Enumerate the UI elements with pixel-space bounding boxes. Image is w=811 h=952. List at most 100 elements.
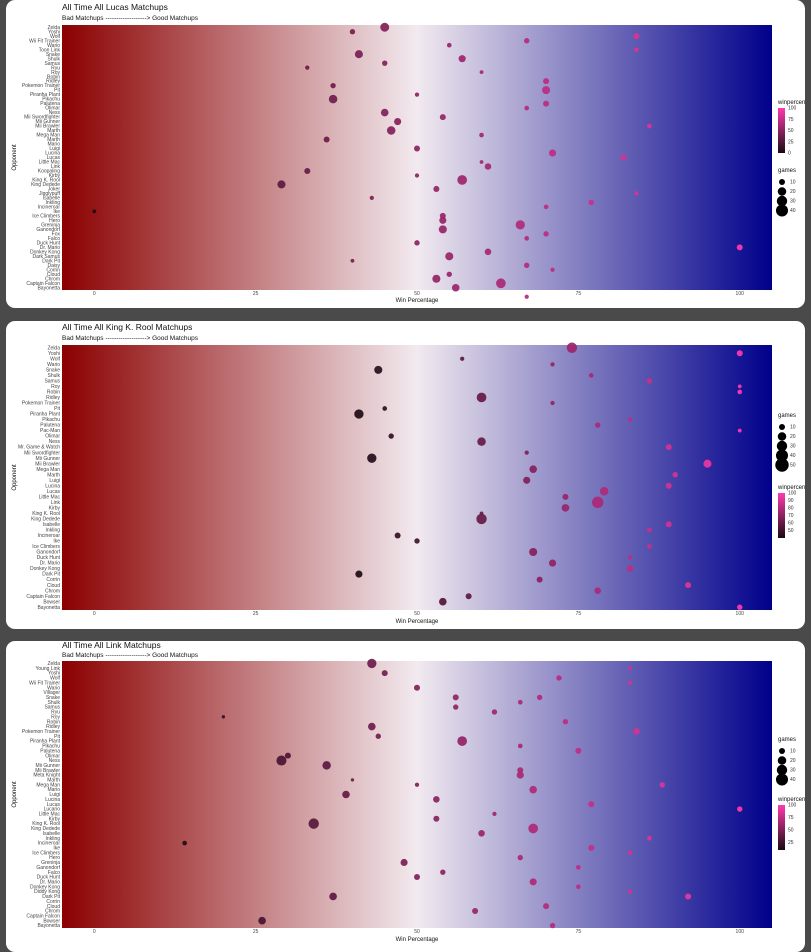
matchup-point bbox=[536, 576, 543, 583]
matchup-point bbox=[451, 283, 460, 292]
size-legend-label: 10 bbox=[790, 180, 796, 186]
size-legend-label: 30 bbox=[790, 199, 796, 205]
matchup-point bbox=[561, 504, 570, 512]
matchup-point bbox=[465, 593, 472, 600]
matchup-point bbox=[284, 752, 291, 759]
matchup-point bbox=[182, 840, 187, 846]
size-legend-title: games bbox=[778, 737, 796, 743]
matchup-point bbox=[394, 118, 402, 126]
matchup-point bbox=[566, 342, 578, 353]
matchup-point bbox=[400, 858, 408, 867]
y-tick-label: Marth bbox=[47, 128, 60, 134]
y-tick-label: King Dedede bbox=[31, 826, 60, 832]
y-tick-label: Marth bbox=[47, 778, 60, 784]
y-tick-label: Wario bbox=[47, 362, 60, 368]
y-tick-label: Isabelle bbox=[43, 831, 60, 837]
y-tick-label: Chrom bbox=[45, 276, 60, 282]
y-tick-label: Dr. Mario bbox=[40, 561, 61, 567]
matchup-point bbox=[543, 100, 550, 107]
y-tick-label: Ice Climbers bbox=[32, 850, 60, 856]
y-tick-label: Jigglypuff bbox=[39, 191, 61, 197]
matchup-point bbox=[492, 811, 497, 817]
matchup-point bbox=[665, 521, 672, 528]
x-tick-label: 0 bbox=[93, 611, 96, 617]
y-tick-label: Ice Climbers bbox=[32, 213, 60, 219]
matchup-point bbox=[736, 244, 743, 251]
matchup-point bbox=[517, 699, 523, 705]
y-tick-label: Lucina bbox=[45, 797, 60, 803]
size-legend-dot bbox=[775, 204, 789, 217]
matchup-point bbox=[647, 527, 652, 533]
matchup-point bbox=[446, 271, 452, 277]
matchup-point bbox=[685, 582, 692, 589]
y-tick-label: Donkey Kong bbox=[30, 249, 60, 255]
matchup-point bbox=[588, 373, 594, 378]
y-tick-label: Yoshi bbox=[48, 351, 60, 357]
matchup-point bbox=[258, 916, 266, 925]
matchup-point bbox=[439, 597, 447, 606]
size-legend-dot bbox=[777, 432, 787, 441]
y-tick-label: Bayonetta bbox=[37, 923, 60, 929]
y-tick-label: Link bbox=[51, 500, 61, 506]
y-tick-label: Marth bbox=[47, 472, 60, 478]
x-tick-label: 25 bbox=[253, 291, 259, 297]
matchup-point bbox=[380, 22, 390, 32]
size-legend-label: 10 bbox=[790, 425, 796, 431]
size-legend-dot bbox=[775, 773, 789, 786]
y-tick-label: Wario bbox=[47, 43, 60, 49]
matchup-point bbox=[394, 532, 401, 539]
color-legend-label: 90 bbox=[788, 498, 794, 504]
matchup-point bbox=[380, 108, 389, 117]
matchup-point bbox=[491, 709, 498, 715]
y-tick-label: Yoshi bbox=[48, 29, 60, 35]
matchup-point bbox=[524, 450, 529, 455]
y-tick-label: Samus bbox=[44, 61, 60, 67]
y-tick-label: Inkling bbox=[46, 528, 61, 534]
y-tick-label: Corrin bbox=[46, 899, 60, 905]
size-legend-label: 50 bbox=[790, 463, 796, 469]
y-tick-label: Kirby bbox=[49, 816, 61, 822]
matchup-point bbox=[304, 167, 311, 174]
matchup-point bbox=[736, 350, 743, 357]
matchup-point bbox=[595, 422, 601, 428]
size-legend-dot bbox=[776, 764, 788, 776]
matchup-point bbox=[413, 684, 421, 691]
color-legend-label: 0 bbox=[788, 151, 791, 157]
matchup-point bbox=[548, 149, 557, 157]
matchup-point bbox=[737, 806, 743, 812]
size-legend-label: 10 bbox=[790, 749, 796, 755]
matchup-point bbox=[458, 55, 466, 63]
y-tick-label: Wolf bbox=[50, 34, 61, 40]
y-tick-label: Zelda bbox=[47, 345, 60, 351]
color-legend-title: winpercent bbox=[777, 485, 805, 491]
y-tick-label: Shulk bbox=[47, 700, 60, 706]
matchup-point bbox=[367, 453, 377, 463]
matchup-point bbox=[599, 487, 609, 496]
chart-title: All Time All Lucas Matchups bbox=[62, 2, 168, 12]
matchup-point bbox=[453, 704, 459, 710]
matchup-point bbox=[374, 365, 383, 374]
y-tick-label: Mega Man bbox=[36, 467, 60, 473]
y-tick-label: King Dedede bbox=[31, 182, 60, 188]
y-tick-label: Ridley bbox=[46, 724, 60, 730]
y-tick-label: Robin bbox=[47, 719, 60, 725]
y-axis-title: Opponent bbox=[12, 464, 18, 491]
y-tick-label: Mario bbox=[47, 142, 60, 148]
y-tick-label: King Dedede bbox=[31, 517, 60, 523]
matchup-point bbox=[594, 587, 602, 594]
color-legend-label: 75 bbox=[788, 815, 794, 821]
y-tick-label: Olimar bbox=[45, 753, 60, 759]
matchup-point bbox=[517, 767, 524, 774]
y-tick-label: Cloud bbox=[47, 583, 60, 589]
y-tick-label: Pit bbox=[54, 734, 60, 740]
y-tick-label: Wolf bbox=[50, 356, 61, 362]
size-legend-label: 40 bbox=[790, 453, 796, 459]
color-legend-title: winpercent bbox=[777, 797, 805, 803]
y-tick-label: Snake bbox=[46, 367, 60, 373]
matchup-point bbox=[460, 356, 465, 361]
y-tick-label: Roy bbox=[51, 384, 60, 390]
y-tick-label: Shulk bbox=[47, 373, 60, 379]
y-tick-label: Piranha Plant bbox=[30, 92, 61, 98]
color-legend-label: 75 bbox=[788, 117, 794, 123]
y-tick-label: Luigi bbox=[49, 146, 60, 152]
